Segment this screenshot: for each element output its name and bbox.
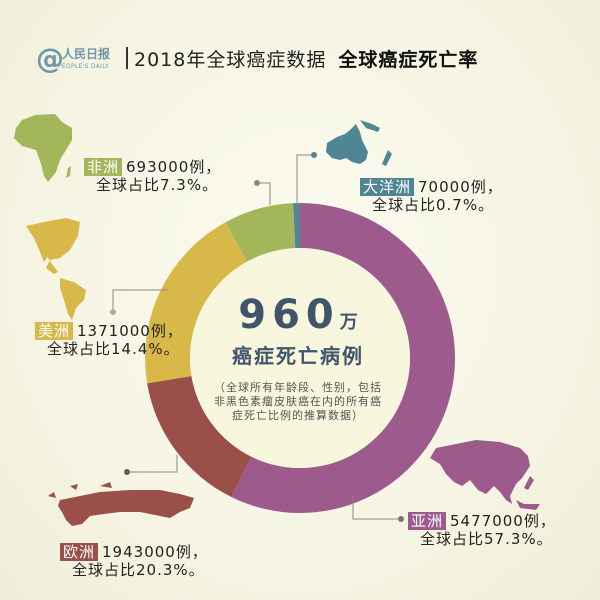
share-oceania: 全球占比0.7%。 (372, 196, 495, 214)
oceania-map-icon (326, 120, 392, 166)
footnote: （全球所有年龄段、性别，包括非黑色素瘤皮肤癌在内的所有癌症死亡比例的推算数据） (214, 381, 382, 422)
count-africa: 693000例， (126, 158, 222, 176)
segment-america[interactable] (145, 222, 248, 384)
region-tag-america: 美洲 (35, 322, 74, 340)
at-icon: @ (36, 42, 64, 75)
share-america: 全球占比14.4%。 (47, 340, 180, 358)
title-divider (126, 47, 128, 69)
count-europe: 1943000例， (102, 543, 208, 561)
total-unit: 万 (339, 312, 358, 333)
asia-map-icon (430, 440, 540, 510)
logo-en-text: PEOPLE'S DAILY (58, 63, 110, 70)
region-tag-asia: 亚洲 (408, 512, 447, 530)
region-tag-europe: 欧洲 (60, 543, 99, 561)
count-oceania: 70000例， (418, 178, 503, 196)
count-america: 1371000例， (77, 322, 183, 340)
region-tag-oceania: 大洋洲 (360, 178, 415, 196)
label-europe: 欧洲 1943000例， 全球占比20.3%。 (60, 543, 208, 579)
africa-map-icon (14, 114, 72, 182)
label-asia: 亚洲 5477000例， 全球占比57.3%。 (408, 512, 556, 548)
leader-asia (352, 496, 400, 520)
page-title: 2018年全球癌症数据 (134, 48, 327, 71)
leader-lines (112, 154, 400, 520)
segment-europe[interactable] (147, 375, 252, 497)
segment-asia[interactable] (231, 203, 456, 513)
leader-europe (127, 455, 178, 473)
page-subtitle: 全球癌症死亡率 (338, 48, 479, 71)
region-tag-africa: 非洲 (84, 158, 123, 176)
leader-dots (110, 152, 404, 522)
header: @ 人民日报 PEOPLE'S DAILY 2018年全球癌症数据 全球癌症死亡… (36, 38, 478, 78)
leader-africa (257, 182, 271, 205)
segment-oceania[interactable] (293, 203, 300, 249)
europe-map-icon (48, 482, 194, 526)
share-africa: 全球占比7.3%。 (96, 176, 219, 194)
count-asia: 5477000例， (450, 512, 556, 530)
leader-oceania (296, 154, 312, 205)
segment-africa[interactable] (225, 203, 296, 262)
share-europe: 全球占比20.3%。 (72, 561, 205, 579)
label-america: 美洲 1371000例， 全球占比14.4%。 (35, 322, 183, 358)
total-label: 癌症死亡病例 (232, 344, 364, 368)
total-value: 960 (238, 292, 340, 338)
label-oceania: 大洋洲 70000例， 全球占比0.7%。 (360, 178, 503, 214)
logo-cn-text: 人民日报 (62, 47, 111, 61)
donut-center-text: 960万 癌症死亡病例 （全球所有年龄段、性别，包括非黑色素瘤皮肤癌在内的所有癌… (200, 292, 396, 423)
donut-hole (190, 248, 410, 468)
label-africa: 非洲 693000例， 全球占比7.3%。 (84, 158, 221, 194)
peoples-daily-logo: @ 人民日报 PEOPLE'S DAILY (36, 38, 124, 78)
america-map-icon (26, 218, 86, 320)
leader-america (112, 289, 168, 312)
share-asia: 全球占比57.3%。 (420, 530, 553, 548)
